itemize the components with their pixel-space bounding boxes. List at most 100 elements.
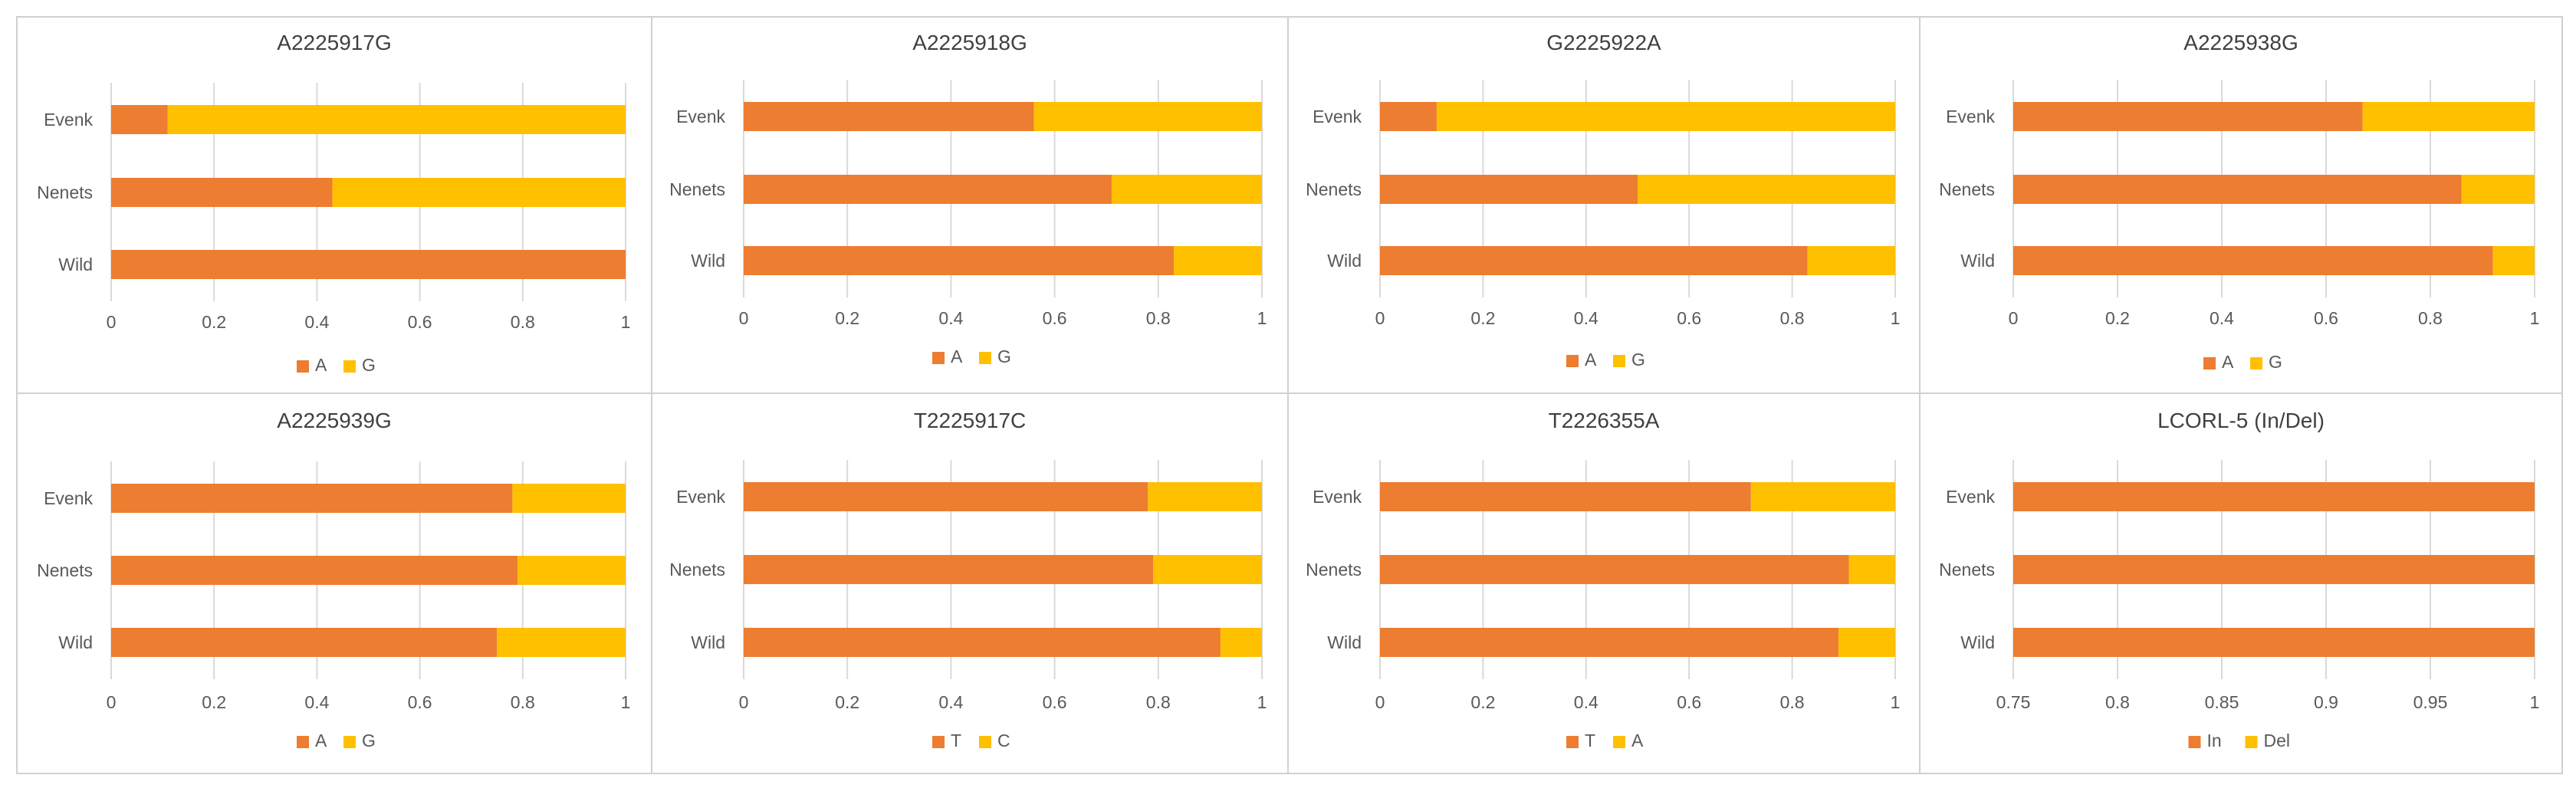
x-tick-label: 0.2 <box>1470 692 1495 712</box>
legend-swatch <box>1613 736 1625 748</box>
legend-swatch <box>343 360 356 373</box>
bar-segment-g <box>1436 102 1895 131</box>
bar-segment-g <box>497 628 626 657</box>
chart-panel: T2225917C 0 0.2 0.4 0.6 0.8 1 Evenk Nenets Wild T C <box>651 392 1289 774</box>
bar-segment-a <box>1838 628 1895 657</box>
x-tick-label: 0 <box>2009 308 2019 328</box>
x-tick-label: 0.6 <box>1043 692 1067 712</box>
bar-segment-t <box>744 555 1154 584</box>
legend-swatch <box>932 736 945 748</box>
legend-swatch <box>1566 736 1579 748</box>
legend-label: G <box>362 731 376 750</box>
x-tick-label: 0.6 <box>408 692 432 712</box>
bar-segment-a <box>744 246 1175 275</box>
x-tick-label: 0.8 <box>2418 308 2443 328</box>
x-tick-label: 0.8 <box>1780 308 1805 328</box>
bar-segment-a <box>744 175 1112 204</box>
chart-title: LCORL-5 (In/Del) <box>2157 409 2325 432</box>
x-tick-label: 1 <box>1891 692 1901 712</box>
y-category-label: Nenets <box>669 560 725 580</box>
legend-swatch <box>297 736 309 748</box>
bar-segment-a <box>111 556 518 585</box>
y-category-label: Wild <box>1960 632 1995 652</box>
bar-segment-c <box>1148 482 1262 511</box>
bar-segment-t <box>1380 555 1849 584</box>
bar-segment-a <box>111 105 168 134</box>
legend-label: A <box>951 346 963 366</box>
legend-swatch <box>2188 736 2201 748</box>
y-category-label: Evenk <box>676 487 725 507</box>
x-tick-label: 0.95 <box>2413 692 2448 712</box>
chart-panel: G2225922A 0 0.2 0.4 0.6 0.8 1 Evenk Nenets Wild A G <box>1287 16 1921 394</box>
x-tick-label: 0.2 <box>202 692 226 712</box>
y-category-label: Evenk <box>676 107 725 126</box>
legend-swatch <box>297 360 309 373</box>
y-category-label: Wild <box>58 255 93 274</box>
bar-segment-g <box>2362 102 2535 131</box>
bar-segment-a <box>111 484 513 513</box>
y-category-label: Wild <box>691 251 725 271</box>
bar-segment-g <box>1033 102 1262 131</box>
x-tick-label: 0.8 <box>1780 692 1805 712</box>
bar-segment-a <box>111 628 498 657</box>
y-category-label: Evenk <box>44 110 93 130</box>
bar-segment-a <box>1750 482 1895 511</box>
x-tick-label: 0.85 <box>2205 692 2239 712</box>
bar-segment-g <box>1638 175 1895 204</box>
chart-panel: T2226355A 0 0.2 0.4 0.6 0.8 1 Evenk Nenets Wild T A <box>1287 392 1921 774</box>
legend-swatch <box>2203 357 2216 369</box>
legend-label: G <box>362 355 376 375</box>
y-category-label: Nenets <box>37 560 93 580</box>
legend-label: A <box>315 731 327 750</box>
bar-segment-a <box>2013 102 2363 131</box>
legend-swatch <box>1613 355 1625 367</box>
legend-label: A <box>315 355 327 375</box>
chart-panel: A2225938G 0 0.2 0.4 0.6 0.8 1 Evenk Nenets Wild A G <box>1919 16 2563 394</box>
legend-label: G <box>1631 350 1645 369</box>
x-tick-label: 0.4 <box>1574 308 1598 328</box>
bar-segment-a <box>1380 246 1808 275</box>
x-tick-label: 0 <box>107 312 117 332</box>
x-tick-label: 0.6 <box>2314 308 2338 328</box>
bar-segment-a <box>111 250 626 279</box>
y-category-label: Evenk <box>1313 487 1362 507</box>
bar-segment-c <box>1220 628 1262 657</box>
x-tick-label: 0.2 <box>1470 308 1495 328</box>
legend-swatch <box>1566 355 1579 367</box>
legend-label: G <box>997 346 1011 366</box>
y-category-label: Nenets <box>1306 179 1362 199</box>
y-category-label: Nenets <box>37 182 93 202</box>
chart-panel: LCORL-5 (In/Del) 0.75 0.8 0.85 0.9 0.95 1 Evenk… <box>1919 392 2563 774</box>
x-tick-label: 0.2 <box>202 312 226 332</box>
legend-swatch <box>979 736 991 748</box>
bar-segment-in <box>2013 628 2535 657</box>
x-tick-label: 1 <box>1891 308 1901 328</box>
bar-segment-t <box>744 482 1148 511</box>
bar-segment-a <box>2013 175 2462 204</box>
bar-segment-g <box>2461 175 2535 204</box>
legend-swatch <box>2250 357 2262 369</box>
x-tick-label: 0.2 <box>835 308 859 328</box>
chart-panel: A2225939G 0 0.2 0.4 0.6 0.8 1 Evenk Nenets Wild A G <box>16 392 652 774</box>
y-category-label: Nenets <box>1306 560 1362 580</box>
chart-title: T2226355A <box>1549 409 1660 432</box>
y-category-label: Nenets <box>1939 560 1995 580</box>
legend-swatch <box>932 352 945 364</box>
x-tick-label: 0.9 <box>2314 692 2338 712</box>
bar-segment-in <box>2013 482 2535 511</box>
bar-segment-a <box>1380 102 1437 131</box>
y-category-label: Evenk <box>1946 487 1995 507</box>
y-category-label: Evenk <box>44 488 93 508</box>
legend-label: C <box>997 731 1010 750</box>
bar-segment-g <box>1111 175 1262 204</box>
y-category-label: Nenets <box>669 179 725 199</box>
x-tick-label: 0.4 <box>304 692 329 712</box>
x-tick-label: 0.6 <box>1677 692 1701 712</box>
y-category-label: Wild <box>58 632 93 652</box>
x-tick-label: 0.8 <box>511 312 535 332</box>
chart-panel: A2225917G 0 0.2 0.4 0.6 0.8 1 Evenk Nenets Wild A G <box>16 16 652 394</box>
bar-segment-c <box>1153 555 1262 584</box>
chart-title: A2225939G <box>277 409 391 432</box>
legend-label: A <box>1631 731 1644 750</box>
